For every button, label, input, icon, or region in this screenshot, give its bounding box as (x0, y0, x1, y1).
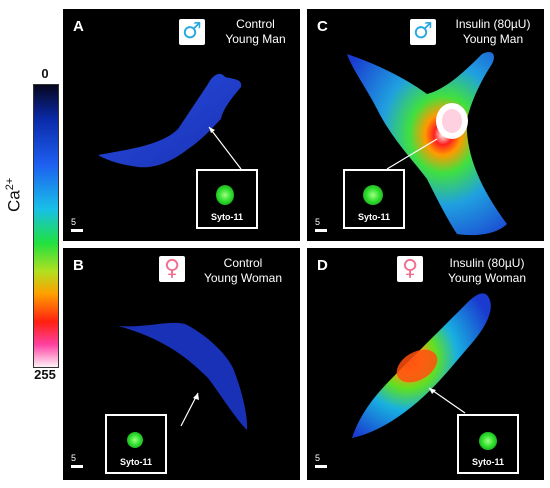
panel-a: A ♂ Control Young Man Syto-11 5 (63, 9, 300, 241)
cell-image-d (352, 293, 491, 438)
scale-bar: 5 (315, 217, 327, 232)
cell-image-a (98, 73, 242, 170)
syto-inset: Syto-11 (343, 169, 405, 229)
male-symbol-icon: ♂ (179, 19, 205, 45)
calcium-colorbar (33, 84, 59, 368)
panel-b: B ♀ Control Young Woman Syto-11 5 (63, 248, 300, 480)
inset-label: Syto-11 (471, 457, 504, 467)
panel-c: C ♂ Insulin (80µU) Young Man Syto-11 5 (307, 9, 544, 241)
cell-image-c (347, 52, 507, 236)
panel-title: Insulin (80µU) Young Man (455, 17, 531, 46)
panel-title: Control Young Woman (203, 256, 283, 285)
male-symbol-icon: ♂ (410, 19, 436, 45)
inset-label: Syto-11 (357, 212, 390, 222)
panel-letter: A (73, 18, 84, 35)
panel-title: Insulin (80µU) Young Woman (447, 256, 527, 285)
female-symbol-icon: ♀ (397, 256, 423, 282)
scale-bar: 5 (315, 453, 327, 468)
scale-bar: 5 (71, 453, 83, 468)
inset-label: Syto-11 (119, 457, 152, 467)
panel-d: D ♀ Insulin (80µU) Young Woman Syto-11 5 (307, 248, 544, 480)
panel-letter: D (317, 257, 328, 274)
scale-bar: 5 (71, 217, 83, 232)
panel-letter: B (73, 257, 84, 274)
colorbar-top-value: 0 (41, 66, 49, 81)
inset-label: Syto-11 (210, 212, 243, 222)
female-symbol-icon: ♀ (159, 256, 185, 282)
syto-inset: Syto-11 (196, 169, 258, 229)
syto-inset: Syto-11 (105, 414, 167, 474)
cell-image-b (118, 322, 248, 430)
panel-letter: C (317, 18, 328, 35)
colorbar-label: Ca2+ (4, 177, 24, 212)
colorbar-bottom-value: 255 (34, 367, 56, 382)
syto-inset: Syto-11 (457, 414, 519, 474)
panel-title: Control Young Man (225, 17, 286, 46)
